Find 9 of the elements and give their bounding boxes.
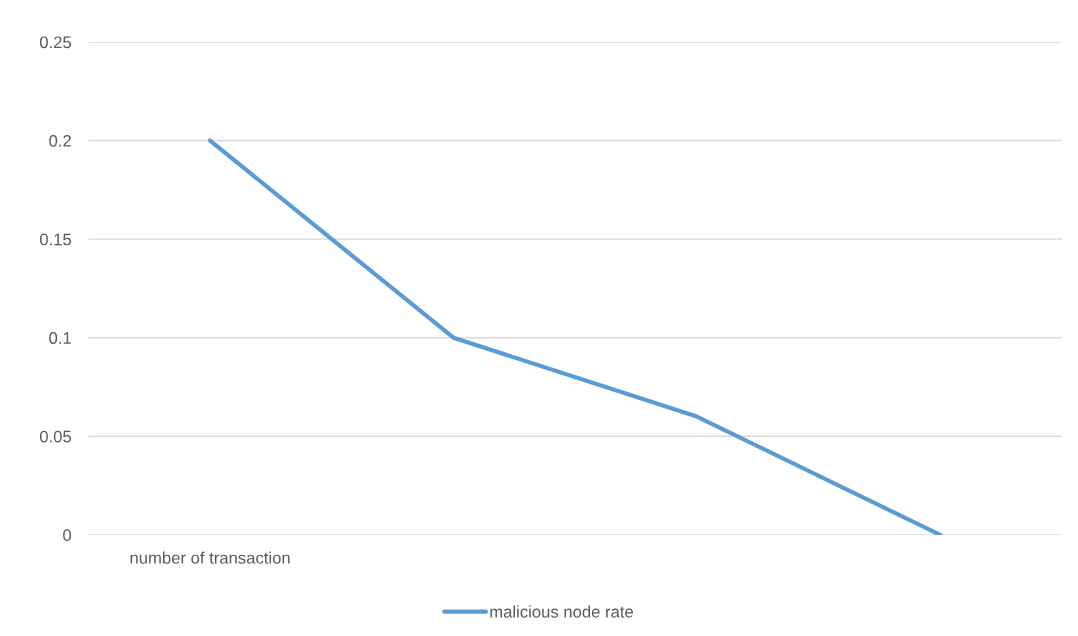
y-tick-label: 0.2 [49,134,71,147]
legend-label: malicious node rate [490,605,634,618]
y-tick-label: 0 [63,529,72,542]
y-tick-label: 0.15 [39,233,72,246]
y-tick-label: 0.1 [49,332,71,344]
line-series [207,138,943,535]
y-tick-label: 0.05 [39,430,72,443]
y-tick-label: 0.25 [39,36,72,49]
x-tick-label: number of transaction [130,551,290,564]
